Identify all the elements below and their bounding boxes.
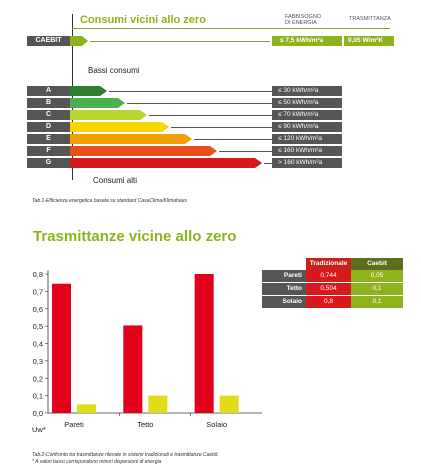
table-header-trad: Tradizionale bbox=[306, 258, 351, 270]
bar-tradizionale-tetto bbox=[123, 325, 143, 413]
class-arrow bbox=[70, 146, 217, 156]
class-arrow bbox=[70, 110, 147, 120]
y-tick-label: 0,3 bbox=[33, 357, 43, 366]
class-range: ≤ 90 kWh/m²a bbox=[272, 122, 342, 132]
caebit-trans: 0,05 W/m²K bbox=[344, 36, 394, 46]
class-letter: D bbox=[27, 122, 70, 132]
energy-class-row: D bbox=[27, 122, 267, 132]
class-leader-line bbox=[171, 127, 272, 128]
class-letter: E bbox=[27, 134, 70, 144]
class-leader-line bbox=[109, 91, 272, 92]
x-tick-label: Solaio bbox=[206, 420, 227, 429]
class-arrow bbox=[70, 122, 169, 132]
bar-caebit-pareti bbox=[77, 404, 96, 413]
energy-class-row: E bbox=[27, 134, 267, 144]
y-tick-label: 0,5 bbox=[33, 322, 43, 331]
class-range: ≤ 50 kWh/m²a bbox=[272, 98, 342, 108]
class-range: > 160 kWh/m²a bbox=[272, 158, 342, 168]
table-row-label: Solaio bbox=[262, 296, 306, 308]
class-leader-line bbox=[149, 115, 272, 116]
bar-caebit-solaio bbox=[219, 395, 239, 413]
bar-chart: 0,0 0,1 0,2 0,3 0,4 0,5 0,6 0,7 0,8 Pareti Tetto So… bbox=[33, 270, 262, 429]
caption-2: Tab.2-Confronto tra trasmittanze rilevat… bbox=[32, 452, 219, 458]
class-arrow bbox=[70, 86, 107, 96]
class-arrow bbox=[70, 134, 192, 144]
class-range: ≤ 160 kWh/m²a bbox=[272, 146, 342, 156]
table-cell-caebit: 0,05 bbox=[351, 270, 403, 282]
trans-header: TRASMITTANZA bbox=[349, 16, 391, 22]
table-cell-caebit: 0,1 bbox=[351, 283, 403, 295]
energy-title: Consumi vicini allo zero bbox=[80, 14, 206, 26]
bassi-label: Bassi consumi bbox=[88, 66, 140, 75]
table-cell-trad: 0,744 bbox=[306, 270, 351, 282]
energy-class-row: B bbox=[27, 98, 267, 108]
caebit-row: CAEBIT bbox=[27, 36, 397, 46]
energy-class-row: F bbox=[27, 146, 267, 156]
caebit-energy: ≤ 7,5 kWh/m²a bbox=[272, 36, 342, 46]
class-arrow bbox=[70, 98, 125, 108]
energy-header: FABBISOGNO DI ENERGIA bbox=[285, 14, 322, 26]
y-tick-label: 0,2 bbox=[33, 374, 43, 383]
energy-class-row: C bbox=[27, 110, 267, 120]
class-letter: A bbox=[27, 86, 70, 96]
header-line bbox=[72, 28, 390, 29]
energy-class-row: G bbox=[27, 158, 267, 168]
caption-1: Tab.1-Efficienza energetica basata su st… bbox=[32, 198, 187, 204]
class-range: ≤ 120 kWh/m²a bbox=[272, 134, 342, 144]
caebit-leader bbox=[90, 41, 270, 42]
y-tick-label: 0,0 bbox=[33, 409, 43, 418]
y-tick-label: 0,4 bbox=[33, 340, 43, 349]
table-cell-caebit: 0,1 bbox=[351, 296, 403, 308]
class-leader-line bbox=[127, 103, 272, 104]
class-letter: F bbox=[27, 146, 70, 156]
class-arrow bbox=[70, 158, 262, 168]
table-header-caebit: Caebit bbox=[351, 258, 403, 270]
x-tick-label: Pareti bbox=[64, 420, 84, 429]
class-range: ≤ 30 kWh/m²a bbox=[272, 86, 342, 96]
caebit-arrow bbox=[70, 36, 88, 46]
bar-caebit-tetto bbox=[148, 395, 168, 413]
alti-label: Consumi alti bbox=[93, 176, 138, 185]
x-axis-title: Uw* bbox=[32, 425, 46, 434]
data-table: Tradizionale Caebit Pareti 0,744 0,05 Tetto… bbox=[262, 258, 412, 308]
vertical-axis-line bbox=[72, 14, 73, 180]
energy-class-row: A bbox=[27, 86, 267, 96]
table-row-label: Tetto bbox=[262, 283, 306, 295]
class-leader-line bbox=[219, 151, 272, 152]
class-letter: C bbox=[27, 110, 70, 120]
y-tick-label: 0,8 bbox=[33, 270, 43, 279]
class-leader-line bbox=[264, 163, 272, 164]
class-letter: G bbox=[27, 158, 70, 168]
y-tick-label: 0,1 bbox=[33, 392, 43, 401]
x-tick-label: Tetto bbox=[137, 420, 153, 429]
y-tick-label: 0,6 bbox=[33, 305, 43, 314]
y-tick-label: 0,7 bbox=[33, 287, 43, 296]
table-cell-trad: 0,8 bbox=[306, 296, 351, 308]
table-cell-trad: 0,504 bbox=[306, 283, 351, 295]
table-row-label: Pareti bbox=[262, 270, 306, 282]
bar-tradizionale-pareti bbox=[52, 283, 71, 413]
footnote: * A valori bassi corrispondono minori di… bbox=[32, 459, 162, 465]
class-letter: B bbox=[27, 98, 70, 108]
bar-tradizionale-solaio bbox=[194, 274, 214, 413]
chart-title: Trasmittanze vicine allo zero bbox=[33, 228, 237, 245]
class-range: ≤ 70 kWh/m²a bbox=[272, 110, 342, 120]
caebit-label: CAEBIT bbox=[27, 36, 70, 46]
class-leader-line bbox=[194, 139, 272, 140]
